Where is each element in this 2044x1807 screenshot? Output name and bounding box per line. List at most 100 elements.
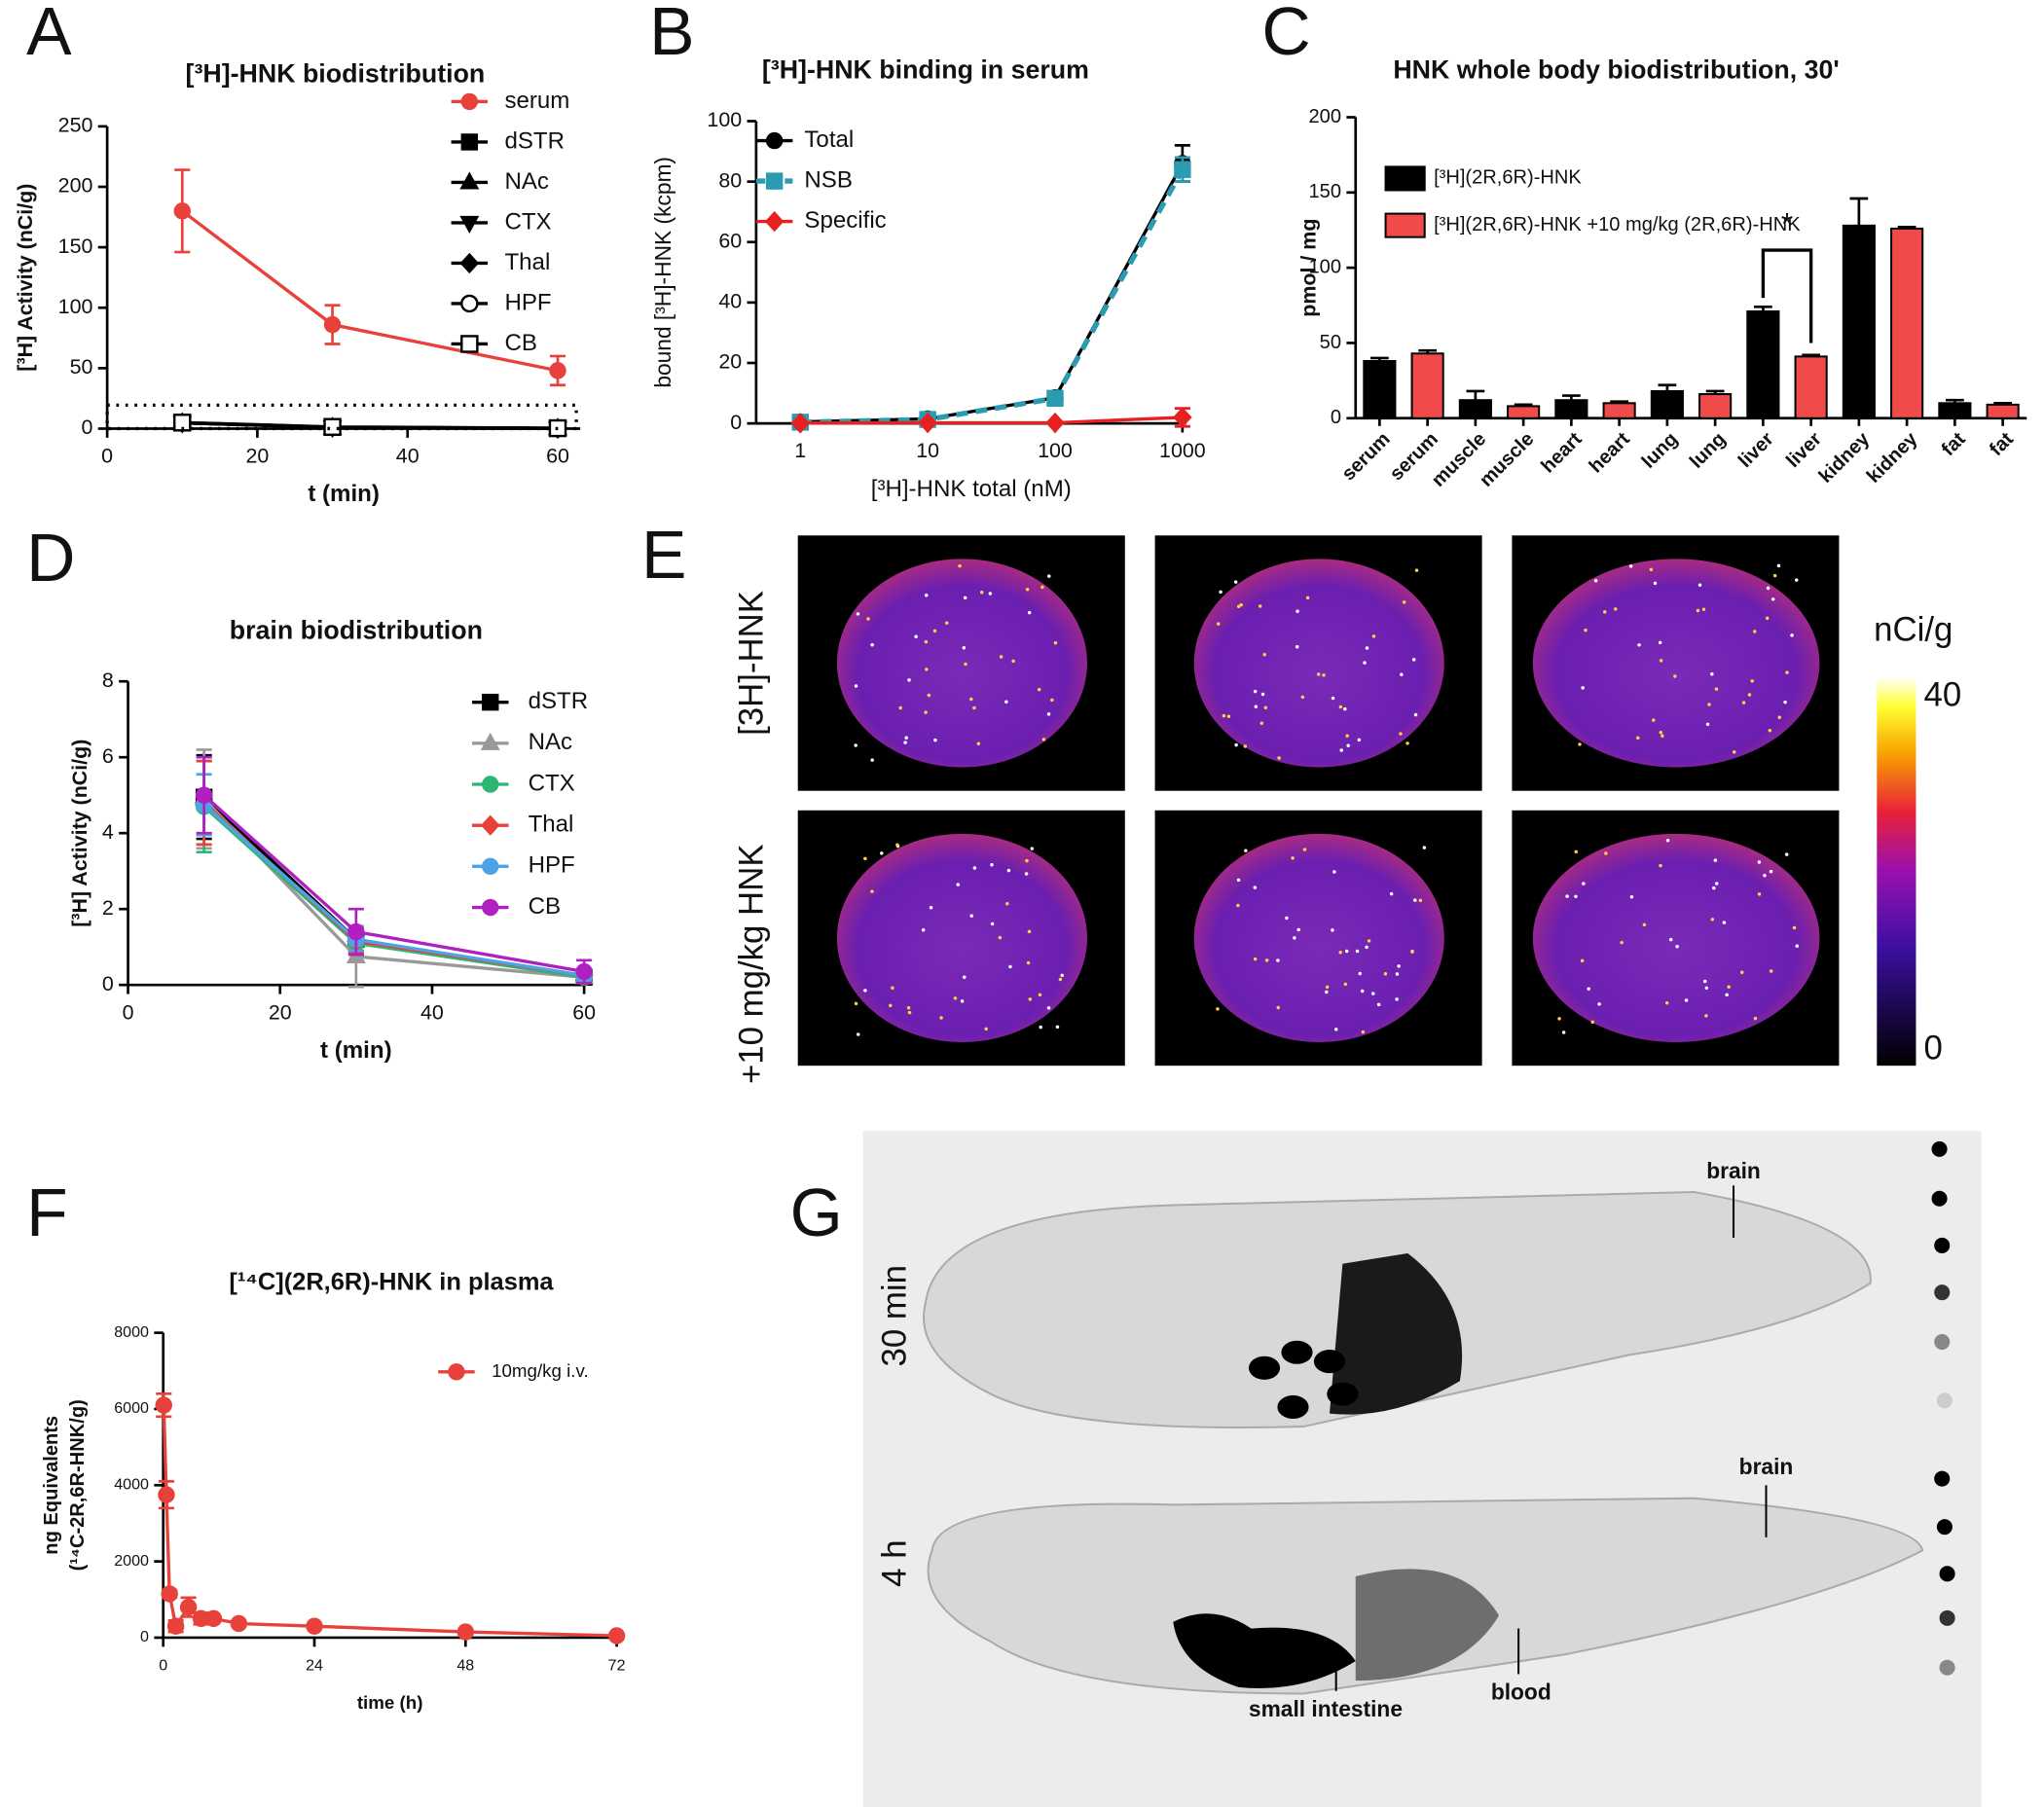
marker [790, 413, 810, 434]
speckle [1792, 925, 1797, 930]
speckle [1006, 868, 1011, 873]
speckle [1590, 1020, 1594, 1025]
y-axis-label: pmol / mg [1297, 219, 1321, 317]
speckle [925, 593, 929, 597]
speckle [990, 863, 994, 867]
standard-dot [1931, 1190, 1948, 1207]
legend-label: dSTR [529, 688, 589, 714]
x-tick-label: heart [1537, 428, 1586, 477]
speckle [1790, 633, 1794, 637]
speckle [1661, 734, 1664, 738]
speckle [1027, 929, 1032, 934]
x-axis-label: [³H]-HNK total (nM) [871, 476, 1072, 502]
speckle [1293, 936, 1296, 940]
standard-dot [1939, 1659, 1955, 1676]
legend-label: CB [504, 330, 536, 356]
speckle [925, 668, 929, 671]
y-tick-label: 200 [58, 174, 93, 198]
speckle [1732, 750, 1736, 754]
organ [1248, 1355, 1281, 1380]
speckle [1597, 1002, 1601, 1006]
speckle [1358, 971, 1362, 976]
speckle [1405, 741, 1409, 745]
speckle [854, 743, 858, 747]
speckle [969, 697, 973, 702]
speckle [1697, 583, 1702, 587]
panel-letter: C [1261, 0, 1310, 69]
series-line [800, 167, 1186, 425]
speckle [1418, 898, 1423, 903]
speckle [1574, 849, 1578, 854]
y-tick-label: 6000 [114, 1399, 149, 1417]
chart-title: HNK whole body biodistribution, 30' [1393, 55, 1839, 85]
speckle [854, 684, 858, 688]
speckle [914, 634, 918, 638]
legend-label: CB [529, 893, 561, 920]
speckle [1795, 578, 1799, 582]
marker [347, 922, 365, 941]
speckle [1578, 742, 1582, 746]
speckle [1668, 937, 1673, 942]
speckle [939, 1016, 943, 1020]
x-tick-label: 40 [396, 445, 420, 468]
marker [482, 898, 499, 917]
standard-dot [1939, 1609, 1955, 1626]
x-tick-label: liver [1734, 428, 1778, 472]
speckle [1027, 610, 1032, 615]
speckle [1765, 616, 1770, 621]
x-tick-label: 100 [1038, 439, 1073, 462]
speckle [1030, 847, 1035, 850]
brain-section [1532, 559, 1820, 768]
y-tick-label: 150 [58, 235, 93, 258]
speckle [1345, 734, 1349, 738]
speckle [1236, 878, 1241, 883]
speckle [1053, 640, 1058, 645]
speckle [1753, 1016, 1758, 1021]
speckle [1285, 916, 1289, 921]
speckle [1244, 849, 1248, 852]
marker [230, 1614, 248, 1633]
series-line [800, 416, 1183, 425]
y-tick-label: 80 [718, 168, 742, 192]
marker [179, 1598, 198, 1616]
marker [480, 732, 500, 750]
panel-letter: F [26, 1175, 68, 1250]
speckle [891, 986, 894, 990]
error-bar [1466, 389, 1485, 401]
speckle [903, 741, 907, 744]
speckle [1580, 958, 1585, 963]
x-tick-label: heart [1586, 428, 1634, 477]
speckle [1276, 1005, 1280, 1010]
speckle [1040, 585, 1044, 590]
speckle [962, 645, 967, 650]
speckle [998, 935, 1003, 940]
speckle [1360, 989, 1365, 994]
speckle [1659, 863, 1662, 868]
marker [448, 1363, 465, 1381]
speckle [1339, 748, 1343, 752]
organ [1313, 1350, 1346, 1374]
speckle [1658, 640, 1662, 645]
organ [1281, 1340, 1313, 1364]
speckle [895, 843, 899, 847]
annotation: blood [1491, 1680, 1551, 1705]
bar [1650, 389, 1684, 419]
speckle [924, 710, 928, 714]
speckle [1653, 581, 1658, 586]
speckle [945, 621, 949, 626]
speckle [1055, 1025, 1060, 1030]
panel-letter: D [26, 520, 75, 596]
speckle [1046, 1006, 1051, 1010]
speckle [1636, 736, 1640, 741]
speckle [1365, 646, 1369, 650]
series-line [800, 163, 1185, 424]
annotation: brain [1739, 1454, 1794, 1479]
standard-dot [1934, 1333, 1951, 1351]
significance-label: * [1781, 206, 1794, 241]
speckle [999, 655, 1004, 659]
x-tick-label: 1000 [1159, 439, 1206, 462]
speckle [1361, 1030, 1366, 1034]
bar [1602, 402, 1636, 419]
y-tick-label: 6 [102, 744, 114, 768]
